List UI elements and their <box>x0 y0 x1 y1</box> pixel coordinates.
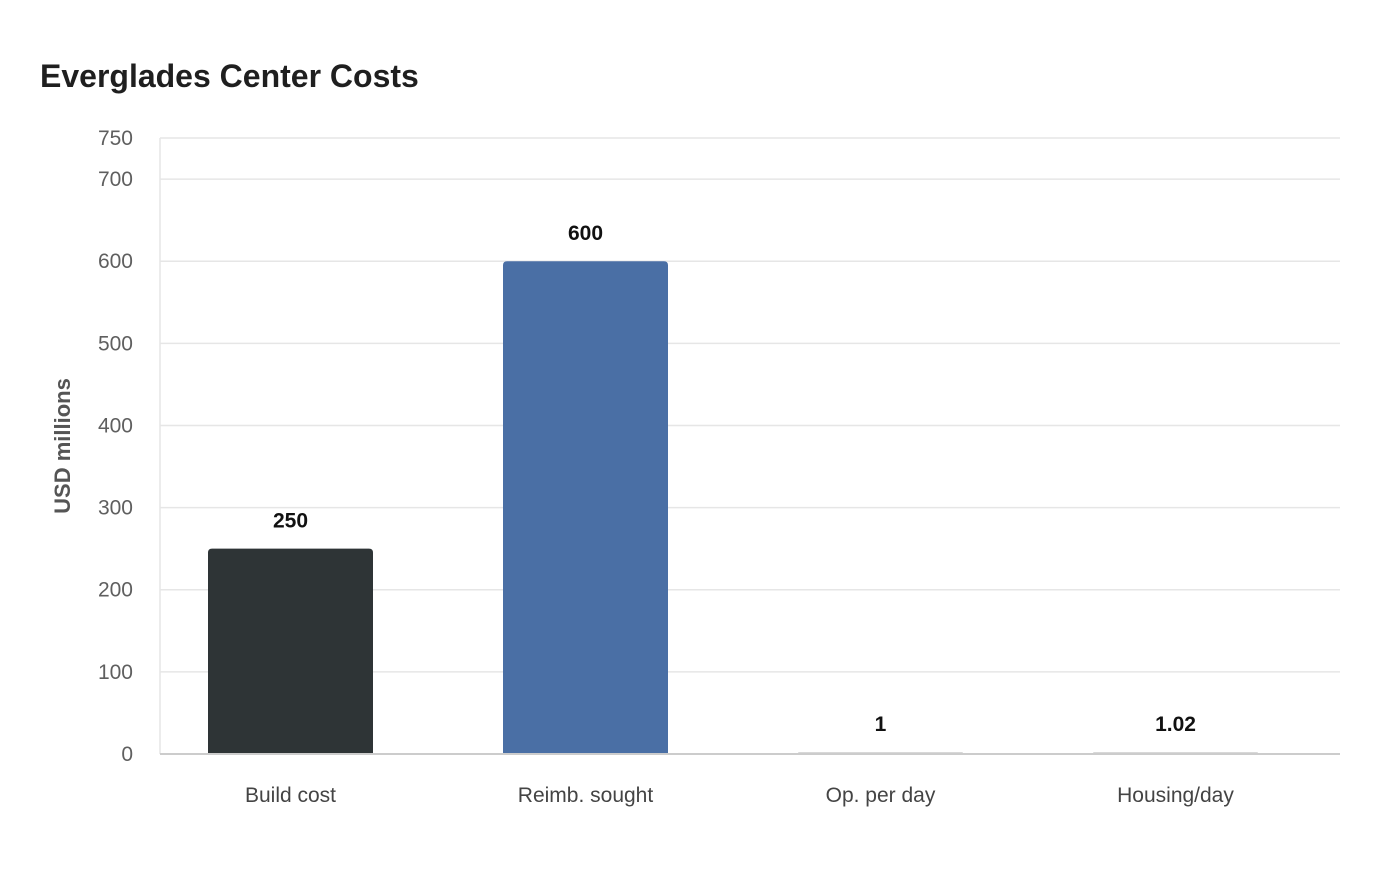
bar <box>208 548 373 754</box>
x-tick-label: Housing/day <box>1117 784 1234 807</box>
data-label: 1 <box>875 713 887 736</box>
x-tick-label: Build cost <box>245 784 336 807</box>
y-tick-label: 400 <box>98 414 133 437</box>
y-tick-label: 300 <box>98 497 133 520</box>
bars <box>208 261 1258 754</box>
x-tick-label: Op. per day <box>826 784 936 807</box>
y-tick-label: 500 <box>98 332 133 355</box>
y-tick-label: 200 <box>98 579 133 602</box>
y-tick-label: 600 <box>98 250 133 273</box>
data-label: 600 <box>568 222 603 245</box>
category-labels: Build cost Reimb. sought Op. per day Housin… <box>245 784 1234 807</box>
x-tick-label: Reimb. sought <box>518 784 654 807</box>
y-axis-ticks: 0 100 200 300 400 500 600 700 750 <box>98 127 133 766</box>
y-axis-title: USD millions <box>50 378 75 514</box>
bar <box>503 261 668 754</box>
data-label: 250 <box>273 510 308 533</box>
y-tick-label: 700 <box>98 168 133 191</box>
data-labels: 250 600 1 1.02 <box>273 222 1196 736</box>
data-label: 1.02 <box>1155 713 1196 736</box>
y-tick-label: 750 <box>98 127 133 150</box>
y-tick-label: 100 <box>98 661 133 684</box>
y-tick-label: 0 <box>121 743 133 766</box>
chart-title: Everglades Center Costs <box>40 58 419 94</box>
